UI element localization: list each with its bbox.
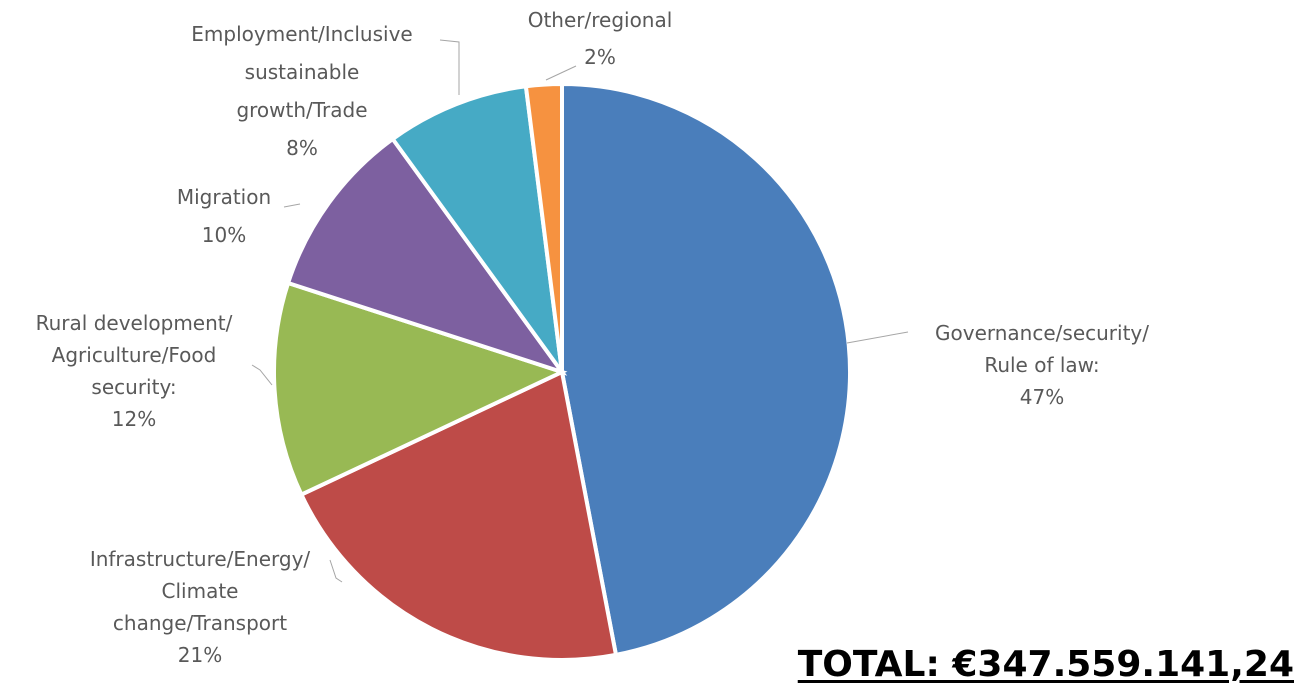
pie-slice-other	[523, 81, 564, 373]
pie-slices	[272, 81, 852, 662]
data-label-line: Migration	[177, 185, 271, 209]
data-label-migration: Migration 10%	[177, 185, 271, 247]
data-label-line: change/Transport	[113, 611, 287, 635]
data-label-infrastructure: Infrastructure/Energy/Climate change/Tran…	[90, 547, 311, 667]
pie-slice-migration	[285, 136, 568, 376]
data-label-line: security:	[91, 375, 176, 399]
data-label-line: 21%	[178, 643, 222, 667]
data-label-line: sustainable	[245, 60, 360, 84]
data-label-line: 10%	[202, 223, 246, 247]
data-label-line: Climate	[162, 579, 239, 603]
leader-lines	[251, 39, 909, 583]
data-label-line: Infrastructure/Energy/	[90, 547, 311, 571]
data-label-line: 2%	[584, 45, 616, 69]
data-label-line: Rural development/	[36, 311, 233, 335]
data-label-line: growth/Trade	[236, 98, 367, 122]
leader-line-employment	[439, 39, 460, 95]
leader-line-infrastructure	[329, 559, 343, 583]
data-label-line: Agriculture/Food	[52, 343, 217, 367]
data-label-line: 47%	[1020, 385, 1064, 409]
data-label-line: Governance/security/	[935, 321, 1149, 345]
data-label-governance: Governance/security/Rule of law: 47%	[935, 321, 1149, 409]
data-label-line: 8%	[286, 136, 318, 160]
data-label-line: Rule of law:	[984, 353, 1099, 377]
pie-slice-employment	[389, 84, 564, 374]
total-amount: TOTAL: €347.559.141,24	[797, 644, 1294, 685]
data-label-employment: Employment/Inclusive sustainable growth/Tr…	[191, 22, 412, 160]
pie-slice-infrastructure	[298, 369, 619, 662]
data-label-other: Other/regional 2%	[528, 8, 673, 69]
leader-line-rural-development	[251, 364, 273, 386]
data-label-rural-development: Rural development/Agriculture/Food securi…	[36, 311, 233, 431]
data-label-line: Other/regional	[528, 8, 673, 32]
leader-line-other	[545, 65, 577, 81]
data-labels: Governance/security/Rule of law: 47% Infra…	[36, 8, 1150, 667]
pie-slice-governance	[560, 81, 852, 658]
leader-line-governance	[846, 331, 909, 344]
data-label-line: 12%	[112, 407, 156, 431]
leader-line-migration	[283, 203, 301, 208]
pie-slice-rural-development	[272, 280, 568, 498]
data-label-line: Employment/Inclusive	[191, 22, 412, 46]
